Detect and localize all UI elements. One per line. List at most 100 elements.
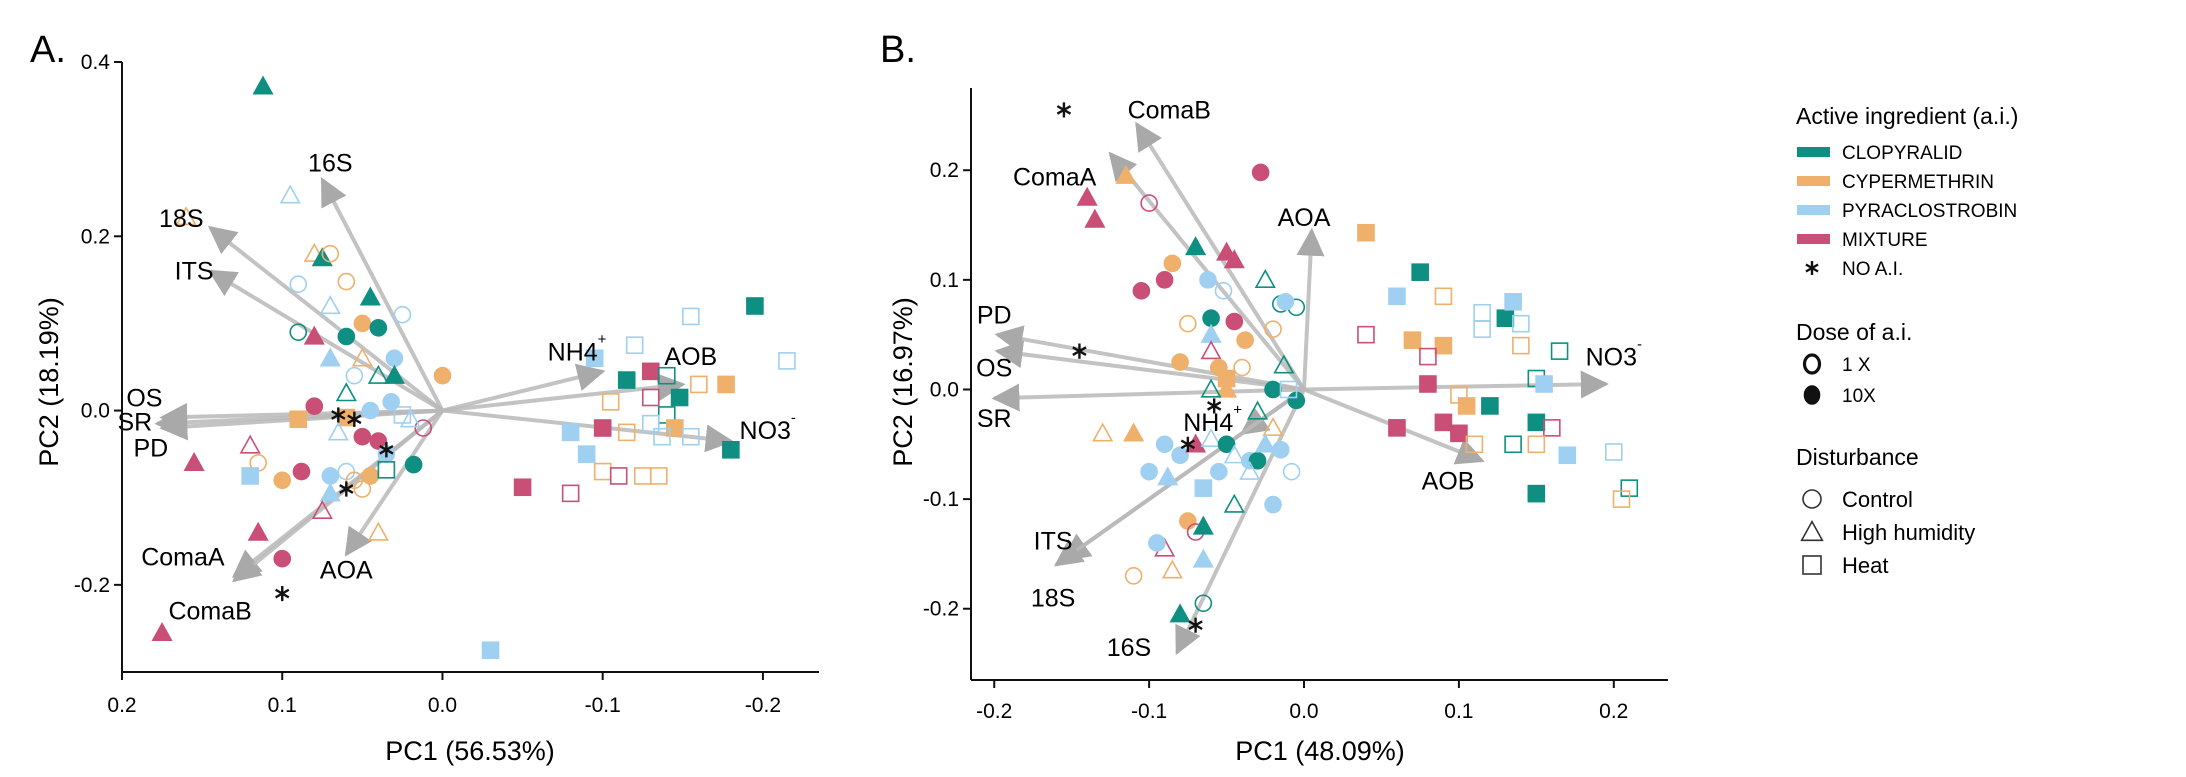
data-point: [1450, 424, 1468, 443]
data-point: [593, 419, 612, 437]
data-point: [1357, 325, 1375, 344]
legend-disturbances: Control High humidity Heat: [1800, 487, 1975, 578]
data-point: [625, 336, 644, 355]
data-point: [1604, 443, 1623, 461]
loading-arrow: [207, 269, 444, 413]
data-point: [1200, 323, 1222, 343]
data-point: [347, 411, 362, 427]
legend-ingredient-title: Active ingredient (a.i.): [1796, 103, 2018, 129]
x-tick-label: 0.1: [1444, 700, 1473, 723]
panel-b-x-axis-label: PC1 (48.09%): [1235, 736, 1405, 766]
x-tick-label: -0.2: [976, 700, 1012, 723]
y-tick-label: 0.2: [81, 225, 110, 248]
legend-swatch: [1797, 205, 1830, 215]
data-point: [292, 462, 311, 481]
legend-ingredient-label: CLOPYRALID: [1842, 143, 1962, 164]
data-point: [1273, 354, 1295, 374]
data-point: [1180, 436, 1196, 452]
data-point: [1171, 446, 1189, 465]
legend-ingredient-label: NO A.I.: [1842, 259, 1903, 280]
data-point: [1140, 462, 1158, 481]
data-point: [722, 440, 740, 459]
data-point: [1155, 435, 1174, 454]
data-point: [653, 427, 671, 446]
x-tick-label: -0.1: [1131, 700, 1167, 723]
loading-label: AOA: [320, 556, 373, 584]
legend-circle-icon: [1802, 489, 1822, 509]
data-point: [369, 318, 388, 337]
loading-label: PD: [133, 434, 168, 462]
legend-dose-label: 10X: [1842, 386, 1876, 407]
data-point: [1558, 446, 1577, 465]
data-point: [353, 314, 372, 333]
data-point: [1264, 495, 1282, 514]
data-point: [1411, 263, 1429, 281]
data-point: [1481, 397, 1499, 415]
data-point: [1148, 534, 1166, 552]
data-point: [1457, 397, 1476, 415]
data-point: [561, 484, 580, 503]
data-point: [175, 206, 197, 226]
y-tick-label: 0.0: [930, 378, 959, 401]
data-point: [1092, 422, 1114, 442]
data-point: [617, 371, 636, 389]
data-point: [273, 549, 292, 568]
legend-filled-circle-icon: [1803, 385, 1821, 405]
data-point: [273, 471, 292, 490]
legend-disturbance-label: High humidity: [1842, 520, 1975, 545]
legend-swatch: [1797, 176, 1830, 186]
data-point: [1403, 331, 1422, 349]
data-point: [1185, 236, 1207, 256]
loading-label: AOA: [1278, 204, 1331, 232]
data-point: [1434, 287, 1453, 306]
panel-a-points: [151, 75, 796, 660]
loading-label: 18S: [159, 205, 203, 233]
data-point: [1512, 336, 1530, 355]
loading-label: NO3-: [1586, 336, 1642, 372]
data-point: [577, 445, 596, 463]
data-point: [1550, 342, 1569, 360]
data-point: [1140, 194, 1158, 212]
data-point: [1271, 440, 1290, 459]
loading-arrow: [231, 409, 444, 583]
data-point: [1512, 314, 1530, 333]
data-point: [1084, 208, 1106, 228]
panel-a-x-axis-label: PC1 (56.53%): [385, 736, 555, 766]
data-point: [1527, 435, 1546, 454]
data-point: [633, 467, 652, 485]
data-point: [682, 427, 700, 446]
y-tick-label: 0.2: [930, 159, 959, 182]
data-point: [670, 388, 689, 407]
data-point: [241, 467, 259, 485]
data-point: [379, 442, 394, 458]
data-point: [351, 347, 373, 367]
y-tick-label: -0.2: [74, 574, 110, 597]
data-point: [1236, 331, 1254, 349]
data-point: [319, 482, 341, 502]
data-point: [361, 401, 380, 420]
legend-disturbance-label: Control: [1842, 487, 1913, 512]
loading-label: PD: [977, 302, 1012, 330]
data-point: [1239, 460, 1261, 480]
y-tick-label: -0.2: [923, 598, 959, 621]
x-tick-label: 0.2: [107, 694, 136, 717]
data-point: [1388, 419, 1406, 437]
legend-ingredient-label: PYRACLOSTROBIN: [1842, 201, 2017, 222]
data-point: [331, 407, 346, 423]
data-point: [1527, 413, 1546, 432]
data-point: [385, 349, 404, 368]
data-point: [1216, 378, 1238, 398]
data-point: [1543, 419, 1561, 437]
data-point: [337, 272, 356, 291]
data-point: [1163, 254, 1182, 273]
data-point: [481, 641, 500, 660]
legend-open-circle-icon: [1802, 353, 1822, 375]
data-point: [1465, 435, 1484, 454]
data-point: [1056, 102, 1072, 118]
data-point: [682, 307, 700, 326]
data-point: [382, 393, 400, 411]
data-point: [247, 521, 269, 541]
data-point: [1169, 603, 1191, 623]
panel-b-points: [1056, 102, 1639, 633]
